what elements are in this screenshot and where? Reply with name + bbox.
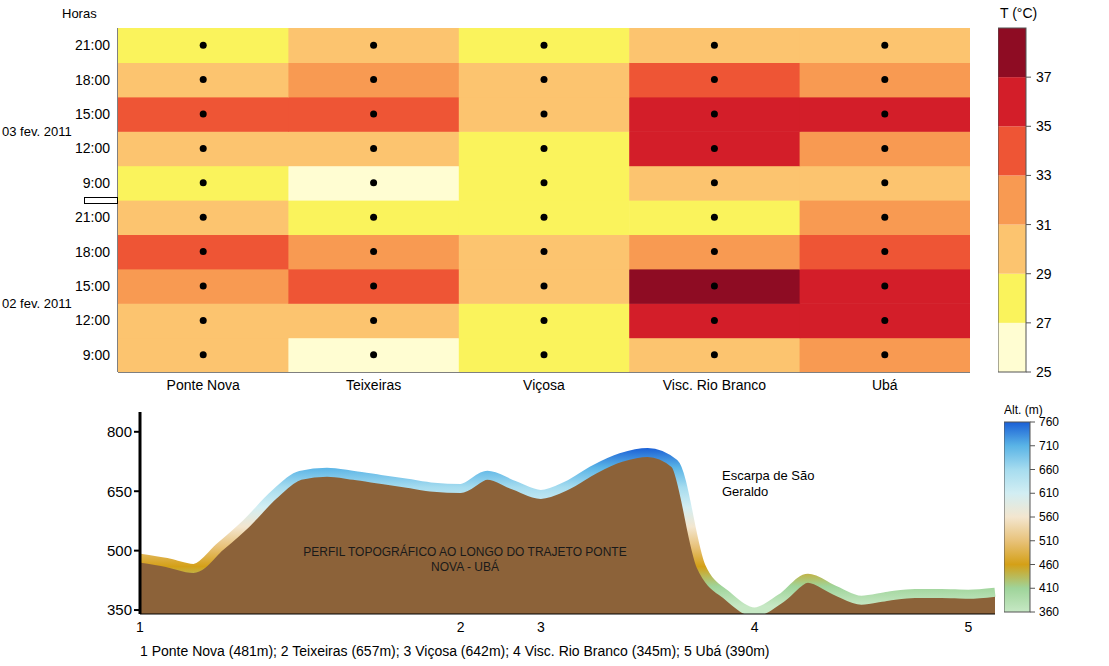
- svg-text:Ubá: Ubá: [872, 377, 898, 393]
- svg-text:510: 510: [1039, 534, 1059, 548]
- svg-text:410: 410: [1039, 581, 1059, 595]
- svg-text:Ponte Nova: Ponte Nova: [167, 377, 240, 393]
- svg-text:31: 31: [1036, 217, 1052, 233]
- svg-text:500: 500: [107, 542, 132, 559]
- svg-text:650: 650: [107, 483, 132, 500]
- svg-text:Viçosa: Viçosa: [523, 377, 565, 393]
- svg-text:660: 660: [1039, 463, 1059, 477]
- svg-text:T (°C): T (°C): [1000, 5, 1037, 21]
- svg-text:3: 3: [537, 619, 545, 635]
- html-text:Escarpa de São Geraldo: Escarpa de São Geraldo: [722, 468, 815, 499]
- svg-text:Alt. (m): Alt. (m): [1004, 403, 1043, 417]
- svg-text:5: 5: [964, 619, 972, 635]
- svg-text:800: 800: [107, 423, 132, 440]
- svg-text:25: 25: [1036, 364, 1052, 380]
- svg-text:4: 4: [751, 619, 759, 635]
- svg-text:460: 460: [1039, 558, 1059, 572]
- html-text:03 fev. 2011: 03 fev. 2011: [2, 123, 72, 139]
- html-text:1 Ponte Nova (481m); 2 Teixeir: 1 Ponte Nova (481m); 2 Teixeiras (657m);…: [140, 643, 770, 659]
- svg-text:21:00: 21:00: [75, 209, 110, 225]
- svg-text:360: 360: [1039, 605, 1059, 619]
- html-text:02 fev. 2011: 02 fev. 2011: [2, 295, 72, 311]
- svg-text:2: 2: [457, 619, 465, 635]
- svg-text:12:00: 12:00: [75, 140, 110, 156]
- svg-text:Visc. Rio Branco: Visc. Rio Branco: [663, 377, 766, 393]
- svg-text:710: 710: [1039, 439, 1059, 453]
- svg-text:1: 1: [136, 619, 144, 635]
- svg-text:9:00: 9:00: [83, 175, 110, 191]
- html-text:PERFIL TOPOGRÁFICO AO LONGO DO: PERFIL TOPOGRÁFICO AO LONGO DO TRAJETO P…: [303, 545, 627, 574]
- svg-text:27: 27: [1036, 315, 1052, 331]
- svg-text:15:00: 15:00: [75, 106, 110, 122]
- svg-text:760: 760: [1039, 415, 1059, 429]
- html-text:Horas: Horas: [62, 6, 97, 21]
- svg-text:Teixeiras: Teixeiras: [346, 377, 401, 393]
- svg-text:29: 29: [1036, 266, 1052, 282]
- svg-text:610: 610: [1039, 486, 1059, 500]
- svg-text:560: 560: [1039, 510, 1059, 524]
- svg-text:15:00: 15:00: [75, 278, 110, 294]
- svg-text:35: 35: [1036, 118, 1052, 134]
- svg-text:18:00: 18:00: [75, 72, 110, 88]
- svg-text:37: 37: [1036, 69, 1052, 85]
- svg-text:9:00: 9:00: [83, 347, 110, 363]
- svg-text:21:00: 21:00: [75, 37, 110, 53]
- svg-text:18:00: 18:00: [75, 244, 110, 260]
- svg-text:350: 350: [107, 601, 132, 618]
- svg-text:33: 33: [1036, 167, 1052, 183]
- svg-text:12:00: 12:00: [75, 312, 110, 328]
